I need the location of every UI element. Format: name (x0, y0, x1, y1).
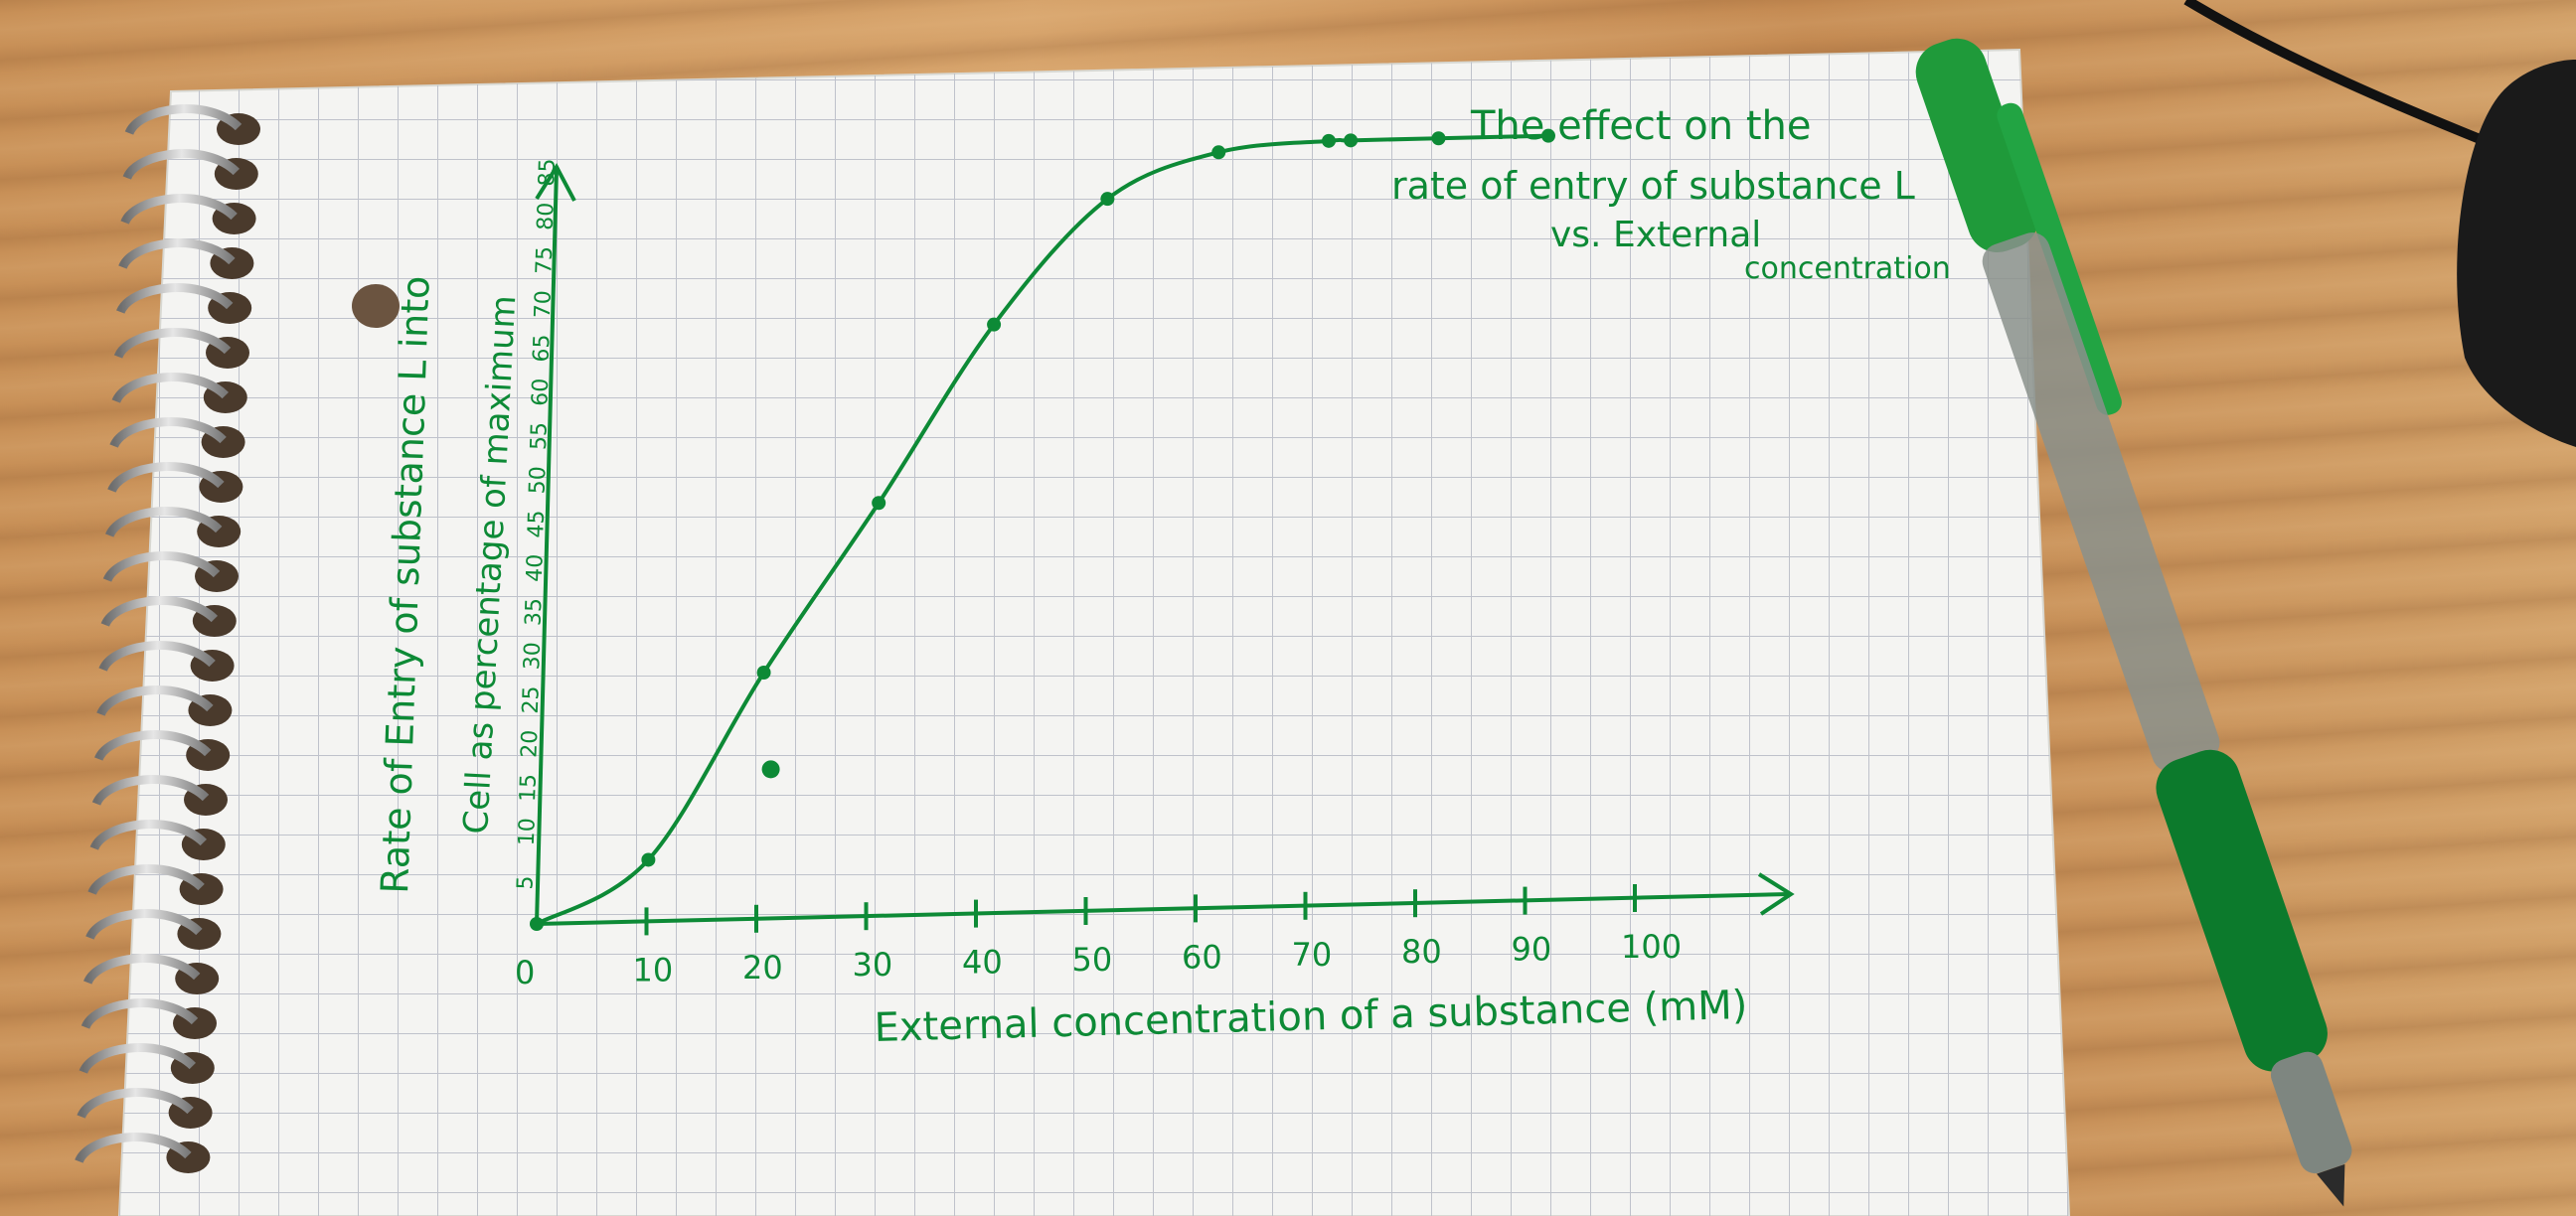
x-tick-label: 80 (1401, 933, 1442, 971)
spiral-ring (98, 641, 235, 682)
title-line-2: rate of entry of substance L (1391, 164, 1915, 208)
y-tick-label: 65 (530, 334, 556, 363)
x-tick-label: 30 (853, 946, 893, 984)
x-axis-line (536, 892, 1790, 926)
y-tick-label: 80 (534, 202, 560, 230)
x-axis-arrow (1757, 872, 1795, 916)
spiral-ring (113, 328, 249, 369)
x-tick-label: 100 (1621, 928, 1682, 966)
spiral-ring (96, 685, 233, 726)
x-ticks: 0 10 20 30 40 50 60 70 80 90 100 (515, 884, 1682, 991)
data-point (641, 852, 656, 867)
y-tick-label: 50 (526, 466, 552, 495)
spiral-ring (79, 1043, 215, 1084)
paper-grid (119, 50, 2069, 1216)
spiral-ring (75, 1133, 211, 1173)
y-axis-arrow (535, 162, 576, 202)
x-tick-label: 60 (1182, 938, 1222, 976)
spiral-ring (80, 998, 217, 1039)
punched-hole (352, 284, 400, 328)
title-line-3: vs. External (1550, 215, 1761, 255)
spiral-ring (100, 596, 237, 637)
y-tick-label: 40 (523, 553, 549, 582)
data-point (530, 917, 544, 931)
data-point (756, 666, 771, 680)
y-tick-label: 25 (519, 685, 545, 714)
x-tick-label: 40 (962, 944, 1003, 982)
data-point (1321, 133, 1336, 148)
y-tick-label: 70 (531, 290, 557, 319)
spiral-ring (87, 864, 224, 905)
spiral-ring (109, 417, 245, 458)
y-tick-label: 60 (528, 378, 554, 406)
data-point (1540, 128, 1555, 143)
y-axis-line (535, 168, 559, 925)
y-tick-label: 75 (532, 246, 558, 275)
spiral-ring (124, 104, 260, 145)
x-tick-label: 90 (1512, 931, 1552, 969)
spiral-ring (120, 194, 256, 234)
data-point (872, 496, 886, 511)
y-tick-label: 35 (521, 598, 547, 627)
data-points (530, 128, 1555, 931)
spiral-binding (75, 104, 260, 1173)
spiral-ring (122, 149, 258, 190)
outlier-point (761, 760, 780, 779)
y-tick-label: 5 (513, 875, 538, 890)
axes (535, 162, 1795, 926)
title-line-1: The effect on the (1470, 103, 1811, 149)
y-tick-label: 45 (524, 510, 550, 538)
y-tick-label: 20 (517, 729, 543, 758)
spiral-ring (116, 283, 252, 324)
spiral-ring (77, 1088, 213, 1129)
spiral-ring (118, 238, 254, 279)
x-tick-label: 20 (742, 949, 783, 987)
x-tick-label: 70 (1292, 936, 1333, 974)
x-tick-label: 0 (515, 954, 535, 991)
data-point (1344, 133, 1359, 148)
spiral-ring (111, 373, 247, 413)
y-tick-label: 30 (520, 642, 546, 671)
chart-title: The effect on the rate of entry of subst… (1391, 103, 1951, 286)
x-tick-label: 10 (633, 951, 674, 988)
y-tick-label: 85 (535, 158, 561, 187)
spiral-ring (91, 775, 228, 816)
spiral-ring (89, 820, 226, 860)
data-point (1100, 192, 1115, 207)
spiral-ring (85, 909, 222, 950)
spiral-ring (94, 730, 231, 771)
data-point (987, 317, 1002, 332)
y-ticks: 5 10 15 20 25 30 35 40 45 50 55 60 65 70 75 80 85 (513, 158, 561, 890)
y-tick-label: 15 (516, 774, 542, 803)
x-tick-label: 50 (1072, 941, 1113, 979)
spiral-ring (107, 462, 243, 503)
spiral-ring (105, 507, 242, 547)
y-tick-label: 10 (515, 818, 541, 846)
data-point (1431, 131, 1446, 146)
data-point (1211, 145, 1226, 160)
spiral-ring (83, 954, 220, 994)
y-tick-label: 55 (527, 422, 553, 451)
spiral-ring (102, 551, 239, 592)
title-line-4: concentration (1744, 251, 1951, 286)
